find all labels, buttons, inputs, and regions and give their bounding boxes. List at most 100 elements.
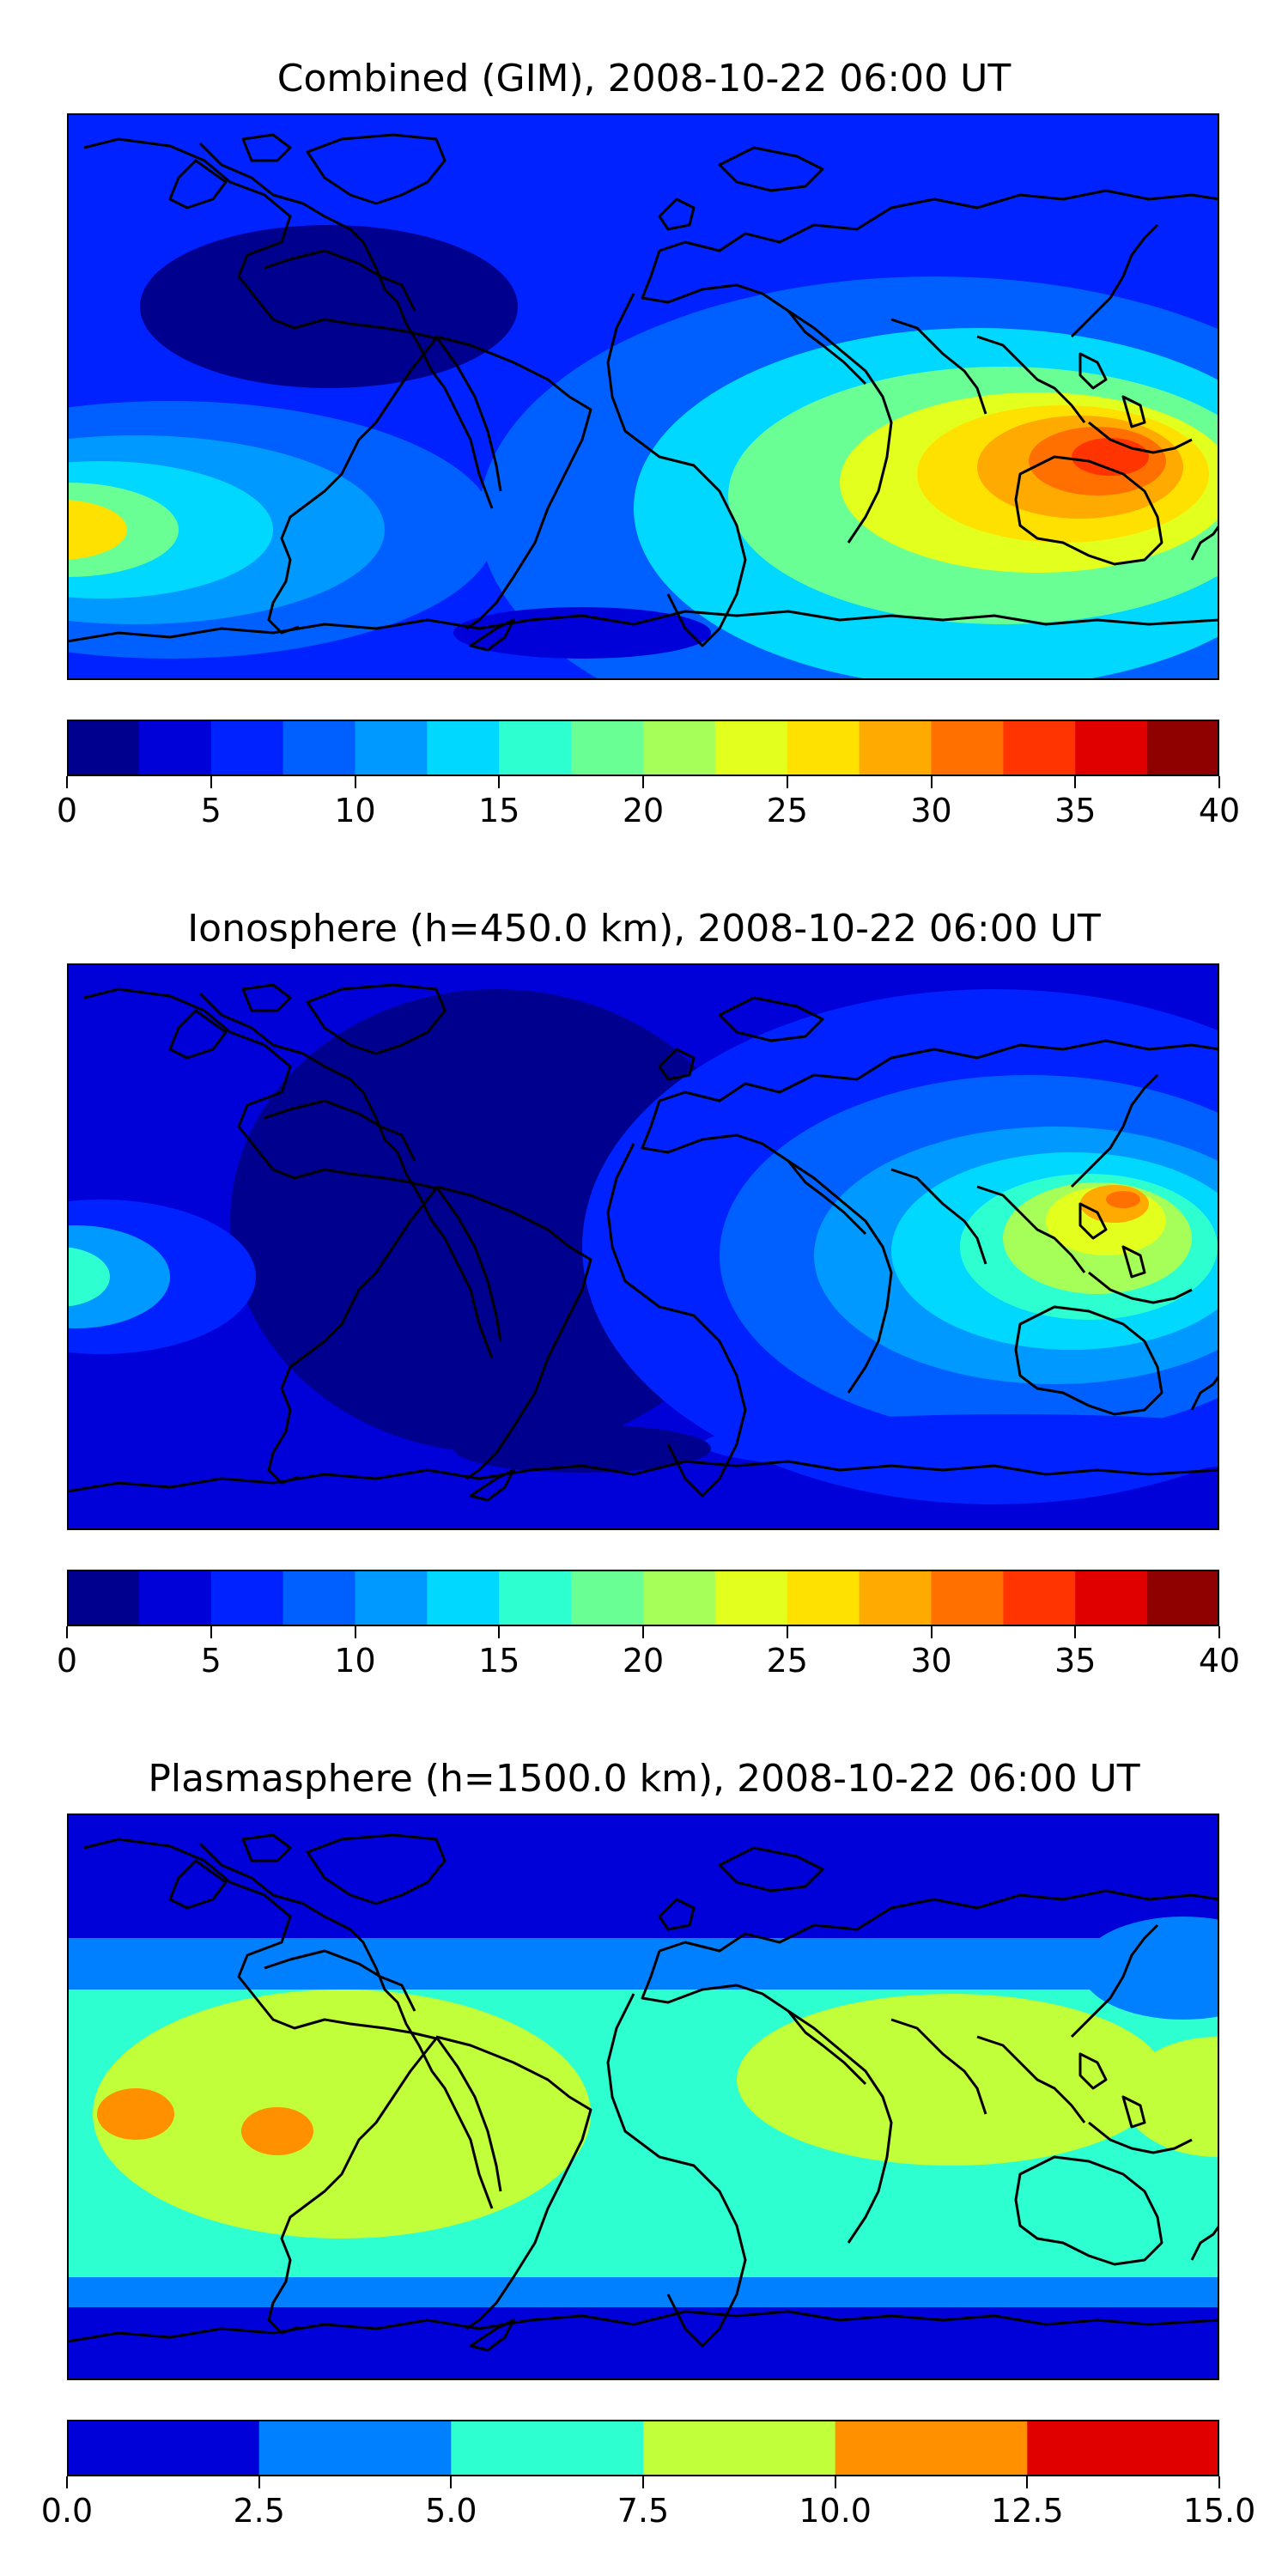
colorbar-segment [283,1570,355,1626]
panel-title-plasmasphere: Plasmasphere (h=1500.0 km), 2008-10-22 0… [148,1757,1140,1801]
map-ionosphere [67,963,1219,1530]
contour-region [67,1247,110,1307]
coastline [198,142,494,509]
coastline [1078,1202,1108,1240]
coastline [1014,455,1163,566]
colorbar-tick-label: 5 [200,1642,222,1680]
contour-region [67,1225,170,1328]
colorbar-segment [499,720,572,776]
contour-region [1080,1917,1219,2020]
coastline [1070,223,1159,338]
colorbar-tick-label: 25 [766,792,808,829]
colorbar-tick-mark [498,1626,501,1638]
colorbar-segment [643,1570,716,1626]
coastline [1078,2052,1108,2090]
coastline [890,1168,987,1265]
coastline [435,1185,592,1480]
map-frame [67,113,1219,680]
coastline [1190,1375,1219,1411]
coastline [306,1833,447,1905]
colorbar-tick-mark [642,776,644,788]
colorbar-tick-mark [1218,2476,1220,2488]
colorbar-tick-label: 25 [766,1642,808,1680]
colorbar-segment [714,1570,788,1626]
coastline [658,197,696,231]
colorbar-tick-label: 10 [334,1642,376,1680]
colorbar-segment [571,720,644,776]
colorbar-tick-mark [210,1626,212,1638]
colorbar-tick-label: 10 [334,792,376,829]
colorbar-tick-mark [1026,2476,1029,2488]
colorbar-tick-mark [834,2476,836,2488]
colorbar-segment [931,720,1004,776]
coastline [606,293,747,647]
coastline [1121,1245,1146,1279]
coastline [67,2310,1219,2343]
colorbar-tick-label: 5 [200,792,222,829]
contour-region [93,1990,591,2239]
colorbar-segment [355,720,428,776]
contour-region [453,1425,711,1473]
colorbar-tick-mark [786,1626,788,1638]
colorbar-tick-mark [354,1626,356,1638]
colorbar-tick-label: 0 [56,1642,78,1680]
colorbar-tick-mark [930,1626,933,1638]
colorbar-segment [714,720,788,776]
colorbar-segment [210,1570,284,1626]
colorbar-segment [67,1570,140,1626]
colorbar-segment [451,2420,644,2476]
coastline [168,159,228,210]
coastline [434,1186,502,1342]
coastline [1014,2155,1163,2266]
colorbar-tick-label: 30 [910,1642,952,1680]
colorbar-segment [571,1570,644,1626]
coastline [976,335,1086,423]
coastline [787,2009,893,2244]
panel-title-ionosphere: Ionosphere (h=450.0 km), 2008-10-22 06:0… [187,907,1101,951]
contour-region [702,1414,1219,1474]
colorbar-tick-label: 15.0 [1182,2492,1256,2530]
coastline [890,318,987,415]
map-frame [67,963,1219,1530]
colorbar-tick-mark [498,776,501,788]
coastline [83,1838,438,2335]
colorbar-tick-mark [210,776,212,788]
coastline [67,1460,1219,1493]
coastline [1121,2095,1146,2129]
colorbar-tick-label: 30 [910,792,952,829]
coastline [264,1099,416,1162]
colorbar-tick-label: 20 [622,792,665,829]
colorbar-segment [67,2420,260,2476]
colorbar-tick-mark [1074,776,1077,788]
colorbar-ionosphere [67,1570,1219,1626]
colorbar-segment [931,1570,1004,1626]
colorbar-tick-mark [66,2476,68,2488]
coastline [241,133,292,162]
colorbar-tick-label: 0.0 [40,2492,94,2530]
contour-region [97,2088,174,2140]
coastline [641,250,867,386]
colorbar-tick-label: 40 [1198,792,1241,829]
coastline [241,983,292,1012]
colorbar-segment [1003,1570,1076,1626]
colorbar-tick-mark [450,2476,453,2488]
coastline [606,1143,747,1498]
map-plasmasphere [67,1814,1219,2380]
coastline [641,1950,867,2086]
colorbar-segment [1147,1570,1219,1626]
coastline [67,610,1219,643]
coastline [718,146,824,192]
colorbar-segment [787,1570,860,1626]
coastline [658,1898,696,1931]
coastline [168,1859,228,1910]
coastlines [67,133,1219,652]
colorbar-segment [1075,720,1148,776]
colorbar-tick-mark [66,776,68,788]
colorbar-tick-mark [1074,1626,1077,1638]
colorbar-tick-label: 35 [1054,792,1097,829]
coastline [1190,525,1219,561]
coastline [659,1039,1219,1103]
coastline [659,189,1219,252]
colorbar-segment [427,720,500,776]
coastline [469,618,515,652]
